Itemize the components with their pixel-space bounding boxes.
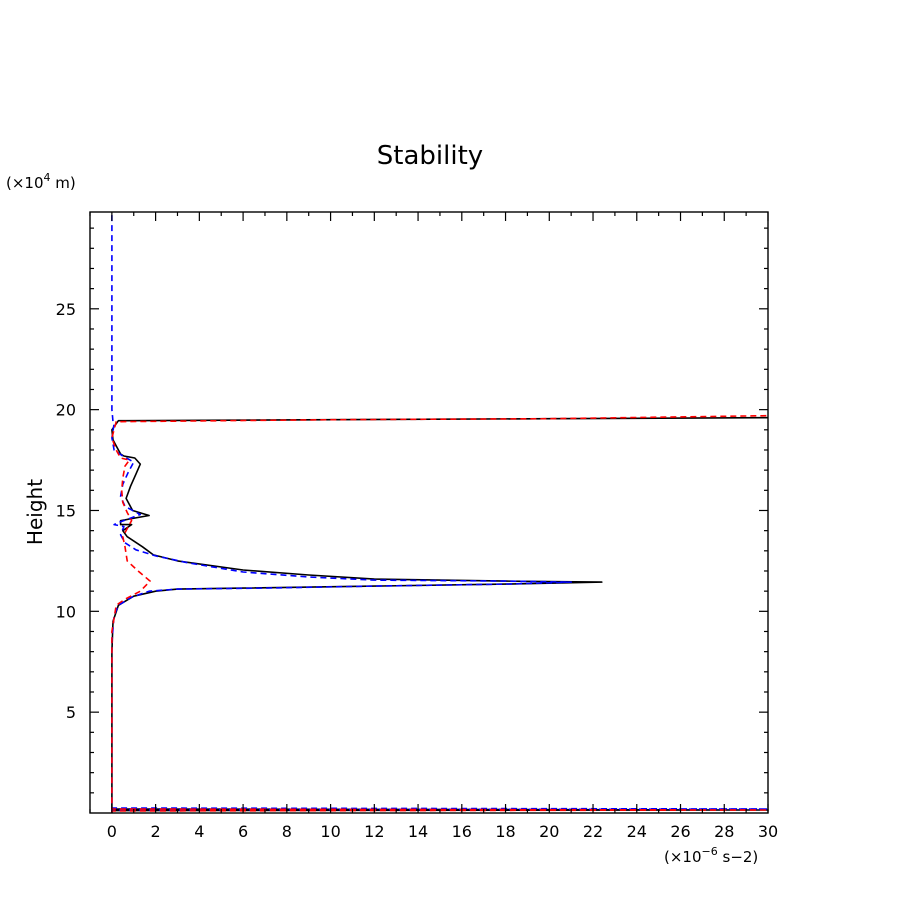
y-tick-label: 20 — [56, 401, 76, 420]
x-tick-label: 12 — [364, 822, 384, 841]
plot-frame — [89, 211, 769, 814]
y-tick-label: 15 — [56, 501, 76, 520]
x-tick-label: 4 — [194, 822, 204, 841]
ticks-layer — [89, 212, 769, 813]
series-line-2 — [111, 212, 769, 813]
x-tick-label: 0 — [107, 822, 117, 841]
series-layer — [111, 212, 769, 813]
y-axis-label: Height — [23, 479, 47, 545]
x-tick-label: 14 — [408, 822, 428, 841]
x-tick-label: 30 — [758, 822, 778, 841]
x-tick-label: 6 — [238, 822, 248, 841]
y-unit-label: (×104 m) — [6, 171, 76, 192]
x-tick-label: 20 — [539, 822, 559, 841]
x-tick-label: 8 — [282, 822, 292, 841]
y-tick-label: 10 — [56, 602, 76, 621]
x-unit-label: (×10−6 s−2) — [664, 845, 758, 866]
y-tick-label: 5 — [66, 703, 76, 722]
x-tick-label: 10 — [320, 822, 340, 841]
x-tick-label: 26 — [670, 822, 690, 841]
series-line-1 — [111, 416, 769, 813]
chart-title: Stability — [377, 141, 483, 171]
x-tick-label: 22 — [583, 822, 603, 841]
x-tick-label: 28 — [714, 822, 734, 841]
x-tick-label: 16 — [452, 822, 472, 841]
x-tick-label: 24 — [627, 822, 647, 841]
y-tick-label: 25 — [56, 300, 76, 319]
x-tick-label: 2 — [151, 822, 161, 841]
series-line-3 — [111, 414, 769, 813]
x-tick-label: 18 — [495, 822, 515, 841]
